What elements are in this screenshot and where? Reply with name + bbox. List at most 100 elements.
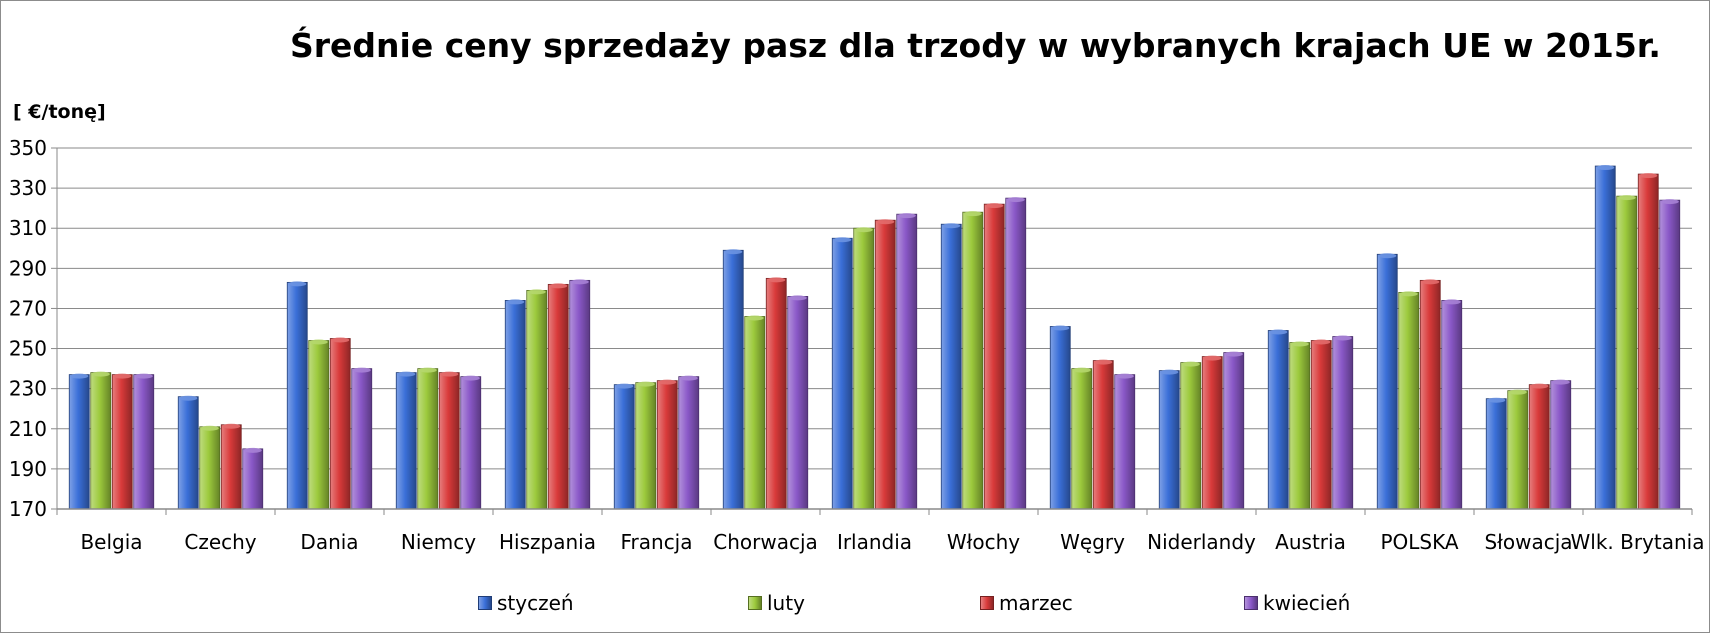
y-tick-label: 270 bbox=[9, 296, 47, 320]
bar-POLSKA-kwiecień bbox=[1441, 299, 1463, 510]
bar-Słowacja-kwiecień bbox=[1550, 379, 1572, 510]
bar-POLSKA-luty bbox=[1398, 291, 1420, 510]
legend: styczeń luty marzec kwiecień bbox=[0, 591, 1710, 621]
bar-Niemcy-luty bbox=[417, 367, 439, 510]
legend-label: kwiecień bbox=[1263, 591, 1351, 615]
bar-Irlandia-marzec bbox=[874, 219, 896, 510]
y-tick-label: 210 bbox=[9, 417, 47, 441]
x-category-label: Chorwacja bbox=[713, 530, 818, 554]
x-category-label: Francja bbox=[620, 530, 692, 554]
bar-Belgia-marzec bbox=[111, 373, 133, 510]
x-category-label: Czechy bbox=[184, 530, 256, 554]
bar-Węgry-styczeń bbox=[1049, 325, 1071, 510]
bar-Słowacja-styczeń bbox=[1485, 397, 1507, 510]
legend-label: luty bbox=[767, 591, 805, 615]
bar-Francja-luty bbox=[635, 381, 657, 510]
legend-swatch bbox=[478, 596, 492, 610]
legend-label: styczeń bbox=[497, 591, 574, 615]
x-category-label: Węgry bbox=[1060, 530, 1125, 554]
bar-Niderlandy-luty bbox=[1180, 361, 1202, 510]
bars bbox=[68, 165, 1681, 510]
y-tick-label: 290 bbox=[9, 256, 47, 280]
x-category-label: Irlandia bbox=[837, 530, 912, 554]
x-category-label: Belgia bbox=[80, 530, 142, 554]
bar-Niderlandy-kwiecień bbox=[1223, 351, 1245, 510]
bar-Dania-kwiecień bbox=[351, 367, 373, 510]
bar-Czechy-kwiecień bbox=[242, 447, 264, 510]
x-category-label: Dania bbox=[300, 530, 358, 554]
bar-Irlandia-kwiecień bbox=[896, 213, 918, 510]
bar-Niderlandy-marzec bbox=[1201, 355, 1223, 510]
bar-Irlandia-luty bbox=[853, 227, 875, 510]
legend-item-kwiecień: kwiecień bbox=[1244, 591, 1350, 615]
bar-Niemcy-kwiecień bbox=[460, 375, 482, 510]
y-axis-unit-label: [ €/tonę] bbox=[13, 101, 106, 123]
legend-swatch bbox=[980, 596, 994, 610]
bar-Niderlandy-styczeń bbox=[1158, 369, 1180, 510]
axes bbox=[56, 148, 1693, 515]
bar-Francja-kwiecień bbox=[678, 375, 700, 510]
bar-POLSKA-marzec bbox=[1419, 279, 1441, 510]
legend-swatch bbox=[748, 596, 762, 610]
x-category-label: POLSKA bbox=[1380, 530, 1458, 554]
bar-Chorwacja-styczeń bbox=[722, 249, 744, 510]
bar-Chorwacja-kwiecień bbox=[787, 295, 809, 510]
x-category-label: Wlk. Brytania bbox=[1571, 530, 1705, 554]
bar-Dania-marzec bbox=[329, 337, 351, 510]
bar-Austria-luty bbox=[1289, 341, 1311, 510]
bar-Belgia-styczeń bbox=[68, 373, 90, 510]
bar-Węgry-marzec bbox=[1092, 359, 1114, 510]
y-tick-label: 250 bbox=[9, 337, 47, 361]
y-tick-label: 230 bbox=[9, 377, 47, 401]
x-category-label: Słowacja bbox=[1484, 530, 1572, 554]
bar-Włochy-styczeń bbox=[940, 223, 962, 510]
x-category-label: Włochy bbox=[947, 530, 1020, 554]
x-category-label: Hiszpania bbox=[499, 530, 596, 554]
bar-Hiszpania-kwiecień bbox=[569, 279, 591, 510]
bar-Włochy-kwiecień bbox=[1005, 197, 1027, 510]
bar-Wlk. Brytania-luty bbox=[1616, 195, 1638, 510]
bar-Hiszpania-styczeń bbox=[504, 299, 526, 510]
bar-Belgia-luty bbox=[90, 371, 112, 510]
bar-Wlk. Brytania-marzec bbox=[1637, 173, 1659, 510]
bar-Czechy-luty bbox=[199, 425, 221, 510]
bar-Czechy-marzec bbox=[220, 423, 242, 510]
y-tick-label: 190 bbox=[9, 457, 47, 481]
legend-item-marzec: marzec bbox=[980, 591, 1073, 615]
bar-Niemcy-styczeń bbox=[395, 371, 417, 510]
legend-item-luty: luty bbox=[748, 591, 805, 615]
bar-Słowacja-luty bbox=[1507, 389, 1529, 510]
legend-swatch bbox=[1244, 596, 1258, 610]
y-tick-label: 330 bbox=[9, 176, 47, 200]
bar-Austria-marzec bbox=[1310, 339, 1332, 510]
x-category-label: Niemcy bbox=[401, 530, 476, 554]
y-tick-labels: 170 190 210 230 250 270 290 310 330 350 bbox=[9, 136, 47, 521]
x-category-labels: Belgia Czechy Dania Niemcy Hiszpania Francja C… bbox=[80, 530, 1704, 554]
bar-Słowacja-marzec bbox=[1528, 383, 1550, 510]
bar-Francja-styczeń bbox=[613, 383, 635, 510]
y-tick-label: 170 bbox=[9, 497, 47, 521]
legend-item-styczeń: styczeń bbox=[478, 591, 574, 615]
bar-Chorwacja-luty bbox=[744, 315, 766, 510]
bar-Wlk. Brytania-kwiecień bbox=[1659, 199, 1681, 510]
bar-POLSKA-styczeń bbox=[1376, 253, 1398, 510]
bar-Niemcy-marzec bbox=[438, 371, 460, 510]
bar-Hiszpania-luty bbox=[526, 289, 548, 510]
y-tick-label: 310 bbox=[9, 216, 47, 240]
bar-Włochy-marzec bbox=[983, 203, 1005, 510]
bar-Węgry-luty bbox=[1071, 367, 1093, 510]
bar-Węgry-kwiecień bbox=[1114, 373, 1136, 510]
legend-label: marzec bbox=[999, 591, 1073, 615]
x-category-label: Niderlandy bbox=[1147, 530, 1256, 554]
bar-Francja-marzec bbox=[656, 379, 678, 510]
bar-Włochy-luty bbox=[962, 211, 984, 510]
x-category-label: Austria bbox=[1275, 530, 1346, 554]
bar-Wlk. Brytania-styczeń bbox=[1594, 165, 1616, 510]
bar-Dania-luty bbox=[308, 339, 330, 510]
bar-Czechy-styczeń bbox=[177, 395, 199, 510]
y-tick-label: 350 bbox=[9, 136, 47, 160]
bar-Austria-kwiecień bbox=[1332, 335, 1354, 510]
chart-title: Średnie ceny sprzedaży pasz dla trzody w… bbox=[290, 26, 1661, 65]
bar-Austria-styczeń bbox=[1267, 329, 1289, 510]
